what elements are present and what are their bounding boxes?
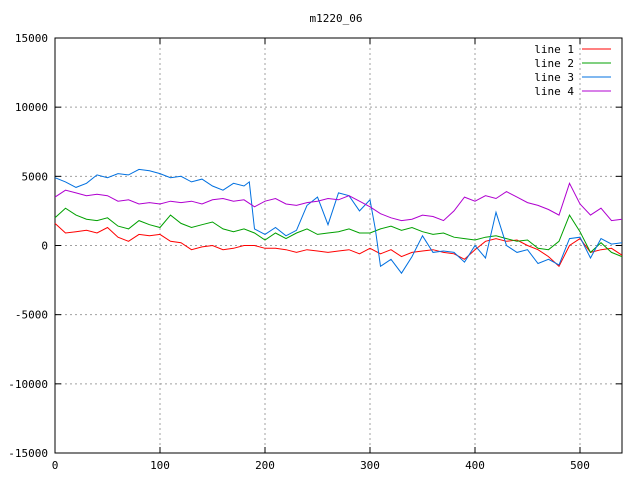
series-line-4	[54, 182, 623, 222]
y-tick-label: -10000	[8, 378, 48, 391]
y-axis-tick-labels: -15000 -10000 -5000 0 5000 10000 15000	[8, 32, 48, 460]
x-tick-label: 200	[255, 459, 275, 472]
y-tick-label: -5000	[15, 309, 48, 322]
x-tick-label: 500	[570, 459, 590, 472]
legend-label-2: line 2	[534, 57, 574, 70]
series-line-3	[54, 168, 623, 275]
grid	[55, 38, 622, 453]
legend-label-4: line 4	[534, 85, 574, 98]
legend-label-3: line 3	[534, 71, 574, 84]
chart-title: m1220_06	[310, 12, 363, 25]
series-line-2	[54, 207, 623, 258]
series-line-1	[54, 223, 623, 268]
x-tick-label: 400	[465, 459, 485, 472]
y-tick-label: 5000	[22, 170, 49, 183]
y-tick-label: 15000	[15, 32, 48, 45]
x-tick-label: 100	[150, 459, 170, 472]
series-lines	[54, 168, 623, 275]
legend-label-1: line 1	[534, 43, 574, 56]
y-tick-label: 0	[41, 240, 48, 253]
y-tick-label: 10000	[15, 101, 48, 114]
axis-ticks	[54, 37, 622, 454]
x-tick-label: 300	[360, 459, 380, 472]
x-tick-label: 0	[52, 459, 59, 472]
x-axis-tick-labels: 0 100 200 300 400 500	[52, 459, 590, 472]
y-tick-label: -15000	[8, 447, 48, 460]
